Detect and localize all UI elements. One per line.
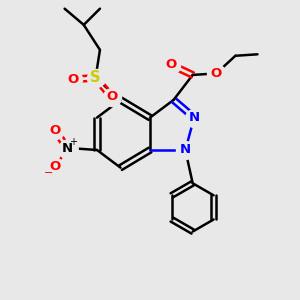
Text: O: O <box>68 73 79 86</box>
Text: −: − <box>44 168 53 178</box>
Text: O: O <box>50 160 61 173</box>
Text: O: O <box>106 91 117 103</box>
Text: O: O <box>50 124 61 137</box>
Text: O: O <box>165 58 176 71</box>
Text: S: S <box>90 70 101 86</box>
Text: N: N <box>62 142 73 155</box>
Text: O: O <box>211 67 222 80</box>
Text: +: + <box>69 137 77 147</box>
Text: N: N <box>189 111 200 124</box>
Text: N: N <box>180 143 191 157</box>
